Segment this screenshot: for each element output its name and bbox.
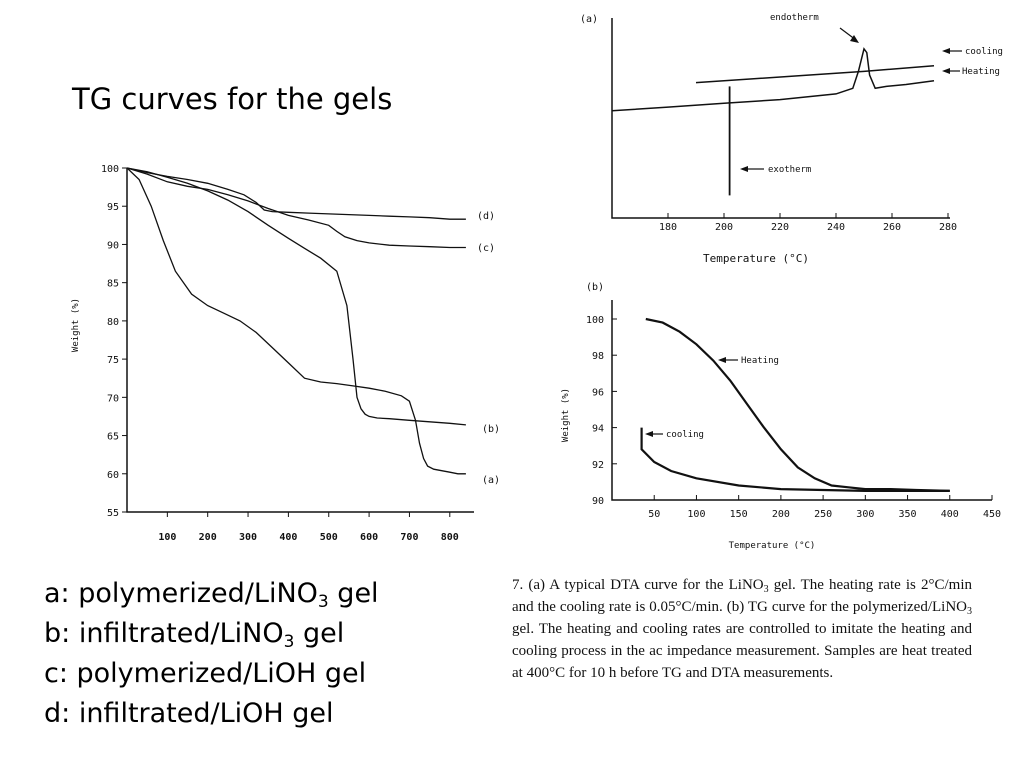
tgb-x-tick-label: 350 xyxy=(899,509,917,520)
dta-panel-label: (a) xyxy=(580,14,598,25)
tg-series-a xyxy=(126,167,466,475)
figure-caption: 7. (a) A typical DTA curve for the LiNO3… xyxy=(512,574,972,684)
tgb-y-tick-label: 92 xyxy=(592,460,604,471)
legend-item-c: c: polymerized/LiOH gel xyxy=(44,654,379,694)
legend-item-a-post: gel xyxy=(328,578,379,609)
caption-part-2: gel. The heating rate is 2°C/min and the… xyxy=(512,577,972,615)
dta-exotherm-label: exotherm xyxy=(768,165,811,175)
tg-x-tick-label: 800 xyxy=(441,532,459,543)
legend-item-d-text: d: infiltrated/LiOH gel xyxy=(44,698,334,729)
tg-x-tick-label: 500 xyxy=(320,532,338,543)
tgb-cooling-arrow-head xyxy=(645,431,653,437)
tg-curve-label-d: (d) xyxy=(477,211,495,222)
tg-series-d xyxy=(126,167,466,220)
tgb-y-tick-label: 100 xyxy=(586,315,604,326)
tg-y-tick-label: 100 xyxy=(101,164,119,175)
dta-cooling-arrow-head xyxy=(942,48,950,54)
dta-heating-curve xyxy=(611,47,935,112)
legend-item-b-sub: 3 xyxy=(283,632,295,652)
tgb-y-tick-label: 94 xyxy=(592,424,604,435)
tgb-x-tick-label: 300 xyxy=(856,509,874,520)
tg-curve-label-a: (a) xyxy=(482,475,500,486)
tgb-y-tick-label: 96 xyxy=(592,387,604,398)
dta-endotherm-label: endotherm xyxy=(770,13,819,23)
dta-heating-label: Heating xyxy=(962,67,1000,77)
tg-y-tick-label: 70 xyxy=(107,393,119,404)
caption-part-3: gel. The heating and cooling rates are c… xyxy=(512,621,972,681)
dta-x-tick-label: 260 xyxy=(883,222,901,233)
legend-item-d: d: infiltrated/LiOH gel xyxy=(44,694,379,734)
dta-heating-arrow-head xyxy=(942,68,950,74)
tgb-x-tick-label: 400 xyxy=(941,509,959,520)
tgb-heating-label: Heating xyxy=(741,356,779,366)
dta-exotherm-arrow-head xyxy=(740,166,748,172)
legend-item-b: b: infiltrated/LiNO3 gel xyxy=(44,614,379,654)
dta-endotherm-arrow-head xyxy=(850,35,859,43)
tg-series-b xyxy=(126,167,466,426)
tgb-panel-label: (b) xyxy=(586,282,604,293)
caption-part-1: 7. (a) A typical DTA curve for the LiNO xyxy=(512,577,764,593)
tg-x-tick-label: 600 xyxy=(360,532,378,543)
tgb-x-tick-label: 100 xyxy=(687,509,705,520)
tg-curve-label-c: (c) xyxy=(477,243,495,254)
gel-legend: a: polymerized/LiNO3 gel b: infiltrated/… xyxy=(44,574,379,734)
tgb-cooling-curve xyxy=(640,427,950,492)
tgb-heating-arrow-head xyxy=(718,357,726,363)
dta-cooling-label: cooling xyxy=(965,47,1003,57)
tgb-y-tick-label: 98 xyxy=(592,351,604,362)
tg-y-axis-label: Weight (%) xyxy=(71,298,81,352)
legend-item-a-sub: 3 xyxy=(317,592,329,612)
dta-x-axis-label: Temperature (°C) xyxy=(703,252,809,265)
dta-x-tick-label: 280 xyxy=(939,222,957,233)
tg-y-tick-label: 95 xyxy=(107,202,119,213)
legend-item-c-text: c: polymerized/LiOH gel xyxy=(44,658,367,689)
tgb-x-tick-label: 250 xyxy=(814,509,832,520)
tg-y-tick-label: 55 xyxy=(107,508,119,519)
dta-x-tick-label: 220 xyxy=(771,222,789,233)
tg-curve-label-b: (b) xyxy=(482,424,500,435)
dta-x-tick-label: 180 xyxy=(659,222,677,233)
tg-x-tick-label: 100 xyxy=(158,532,176,543)
legend-item-a-text: a: polymerized/LiNO xyxy=(44,578,318,609)
caption-sub-2: 3 xyxy=(967,606,972,617)
slide-title: TG curves for the gels xyxy=(72,82,393,116)
dta-x-tick-label: 200 xyxy=(715,222,733,233)
tg-y-tick-label: 85 xyxy=(107,279,119,290)
tgb-y-tick-label: 90 xyxy=(592,496,604,507)
legend-item-b-post: gel xyxy=(294,618,345,649)
tg-x-tick-label: 700 xyxy=(400,532,418,543)
tg-x-tick-label: 200 xyxy=(199,532,217,543)
tgb-y-axis-label: Weight (%) xyxy=(561,388,571,442)
tgb-x-tick-label: 450 xyxy=(983,509,1001,520)
tg-x-tick-label: 400 xyxy=(279,532,297,543)
tg-y-tick-label: 90 xyxy=(107,240,119,251)
tg-series-c xyxy=(126,167,466,249)
tgb-x-axis-label: Temperature (°C) xyxy=(729,541,816,551)
legend-item-b-text: b: infiltrated/LiNO xyxy=(44,618,284,649)
legend-item-a: a: polymerized/LiNO3 gel xyxy=(44,574,379,614)
tgb-x-tick-label: 150 xyxy=(730,509,748,520)
tg-y-tick-label: 65 xyxy=(107,432,119,443)
tgb-heating-curve xyxy=(645,317,950,492)
dta-axes xyxy=(611,18,950,219)
dta-cooling-curve xyxy=(695,64,935,84)
tgb-x-tick-label: 50 xyxy=(648,509,660,520)
tgb-x-tick-label: 200 xyxy=(772,509,790,520)
tgb-cooling-label: cooling xyxy=(666,430,704,440)
dta-x-tick-label: 240 xyxy=(827,222,845,233)
caption-sub-1: 3 xyxy=(763,584,769,595)
tg-y-tick-label: 60 xyxy=(107,470,119,481)
tg-y-tick-label: 75 xyxy=(107,355,119,366)
tg-x-tick-label: 300 xyxy=(239,532,257,543)
tg-y-tick-label: 80 xyxy=(107,317,119,328)
